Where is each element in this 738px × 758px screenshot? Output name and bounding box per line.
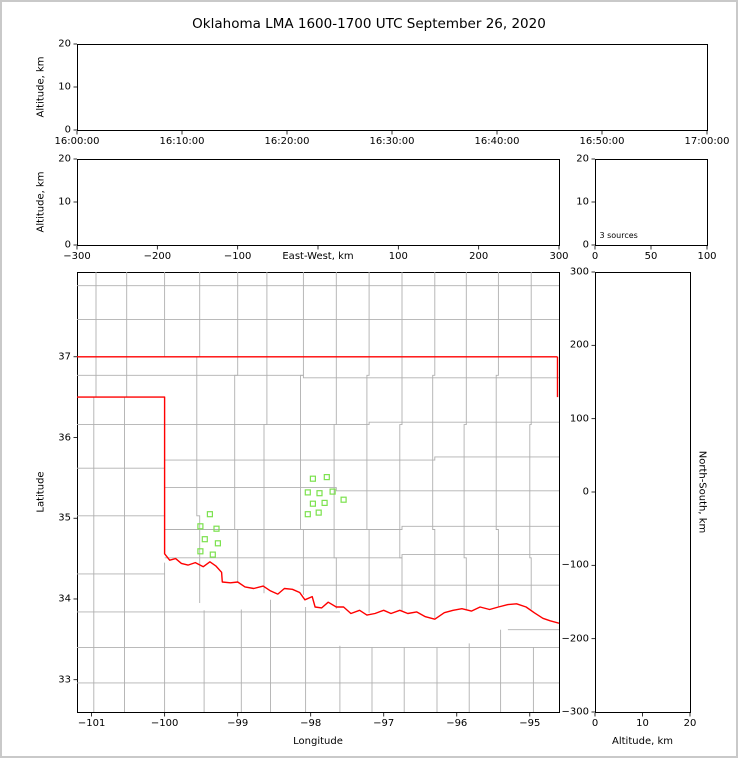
lma-station-marker (213, 525, 220, 532)
lma-station-marker (304, 511, 311, 518)
map-panel (77, 272, 560, 713)
lma-station-marker (329, 488, 336, 495)
state-border-line (77, 396, 559, 624)
county-line (164, 525, 559, 530)
county-line (529, 272, 532, 610)
lma-station-marker (316, 490, 323, 497)
state-border (77, 356, 559, 624)
altitude-histogram-panel (595, 159, 708, 246)
county-line (432, 272, 436, 619)
lma-station-marker (309, 500, 316, 507)
lma-station-marker (323, 474, 330, 481)
county-line (263, 272, 268, 594)
county-line (164, 487, 559, 492)
lma-stations (197, 474, 347, 558)
county-line (93, 272, 97, 712)
lma-station-marker (201, 536, 208, 543)
lma-station-marker (340, 496, 347, 503)
map-layers (77, 272, 559, 712)
county-line (366, 272, 370, 613)
lma-station-marker (197, 523, 204, 530)
county-line (463, 272, 467, 611)
lma-station-marker (304, 489, 311, 496)
lma-station-marker (197, 548, 204, 555)
lma-station-marker (209, 551, 216, 558)
lma-station-marker (321, 499, 328, 506)
county-boundaries (77, 272, 559, 712)
time-altitude-panel (77, 44, 708, 131)
lma-station-marker (309, 475, 316, 482)
lma-station-marker (315, 509, 322, 516)
county-line (495, 272, 499, 607)
lma-station-marker (214, 540, 221, 547)
east-west-altitude-panel (77, 159, 560, 246)
county-line (164, 456, 559, 461)
chart-title: Oklahoma LMA 1600-1700 UTC September 26,… (192, 16, 546, 32)
lma-station-marker (206, 511, 213, 518)
county-line (196, 356, 201, 603)
county-line (164, 554, 559, 559)
county-line (77, 374, 559, 379)
county-line (77, 421, 559, 426)
county-line (124, 272, 128, 712)
north-south-altitude-panel (595, 272, 691, 713)
county-line (300, 272, 304, 595)
county-line (333, 272, 337, 609)
county-line (399, 272, 403, 612)
county-line (234, 272, 239, 583)
